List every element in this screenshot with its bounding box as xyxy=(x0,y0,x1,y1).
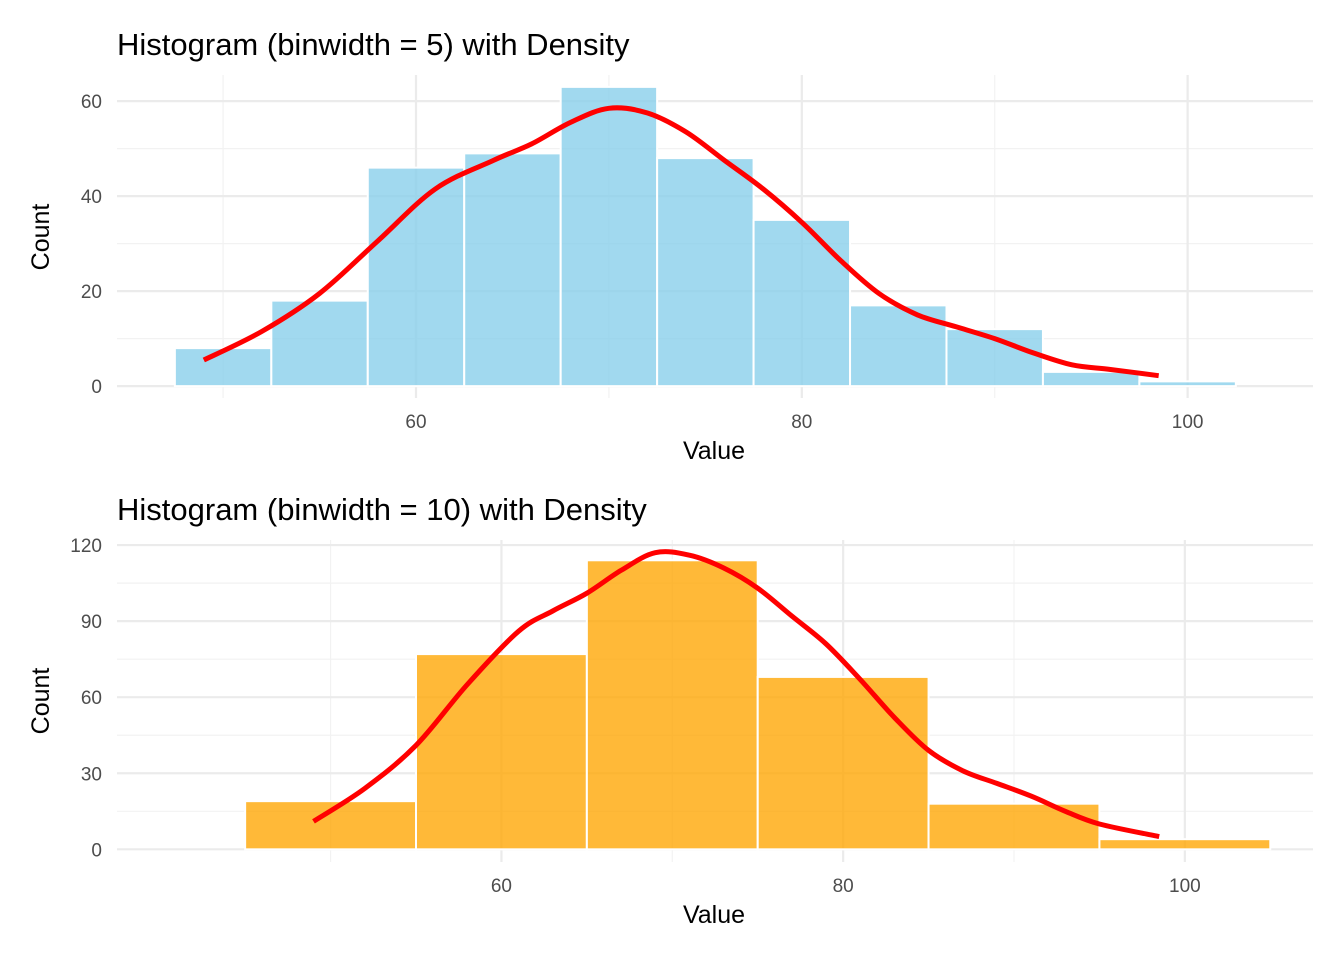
histogram-bar xyxy=(270,299,369,388)
x-tick-label: 60 xyxy=(491,876,512,897)
y-axis-ticks: 0 30 60 90 120 xyxy=(70,536,102,861)
y-tick-label: 0 xyxy=(91,840,102,861)
x-axis-ticks: 60 80 100 xyxy=(491,876,1201,897)
panel-binwidth-10: Histogram (binwidth = 10) with Density 6… xyxy=(27,492,1313,929)
y-axis-title: Count xyxy=(27,204,55,271)
y-tick-label: 60 xyxy=(81,688,102,709)
x-tick-label: 100 xyxy=(1169,876,1201,897)
y-tick-label: 120 xyxy=(70,536,102,557)
x-axis-ticks: 60 80 100 xyxy=(405,412,1203,433)
y-tick-label: 0 xyxy=(91,377,102,398)
y-tick-label: 40 xyxy=(81,187,102,208)
histogram-bar xyxy=(945,328,1044,388)
histogram-bar xyxy=(1041,370,1141,388)
y-axis-ticks: 0 20 40 60 xyxy=(81,92,102,398)
x-tick-label: 80 xyxy=(833,876,854,897)
histogram-bar xyxy=(463,152,562,388)
x-tick-label: 80 xyxy=(791,412,812,433)
chart-title: Histogram (binwidth = 10) with Density xyxy=(117,492,647,527)
histogram-bar xyxy=(927,802,1101,851)
x-axis-title: Value xyxy=(683,437,745,465)
y-tick-label: 60 xyxy=(81,92,102,113)
histogram-bar xyxy=(656,157,755,388)
histogram-bar xyxy=(173,347,273,388)
density-curve xyxy=(312,549,1160,840)
histogram-bars xyxy=(173,85,1237,388)
histogram-bar xyxy=(366,166,466,388)
x-tick-label: 60 xyxy=(405,412,426,433)
chart-title: Histogram (binwidth = 5) with Density xyxy=(117,27,630,62)
y-axis-title: Count xyxy=(27,668,55,735)
histogram-bar xyxy=(752,218,852,388)
panel-binwidth-5: Histogram (binwidth = 5) with Density 60… xyxy=(27,27,1313,465)
x-axis-title: Value xyxy=(683,901,745,929)
histogram-bar xyxy=(1138,380,1237,388)
y-tick-label: 90 xyxy=(81,612,102,633)
y-tick-label: 30 xyxy=(81,764,102,785)
histogram-bar xyxy=(756,675,930,851)
y-tick-label: 20 xyxy=(81,282,102,303)
histogram-bar xyxy=(559,85,659,388)
x-tick-label: 100 xyxy=(1172,412,1204,433)
histogram-bar xyxy=(585,559,759,851)
histogram-bar xyxy=(415,653,588,851)
density-curve xyxy=(202,105,1160,379)
histogram-bars xyxy=(244,559,1272,851)
histogram-bar xyxy=(1098,838,1272,851)
